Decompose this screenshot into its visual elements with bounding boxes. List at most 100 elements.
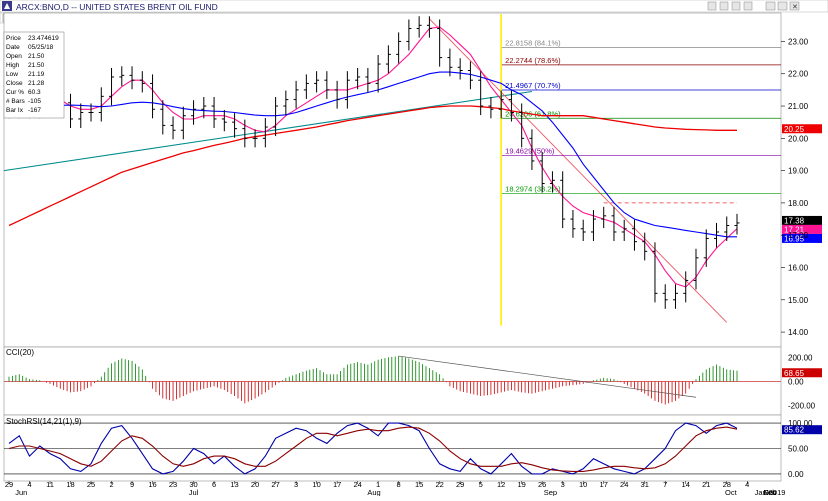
- cci-tick-label: -200.00: [788, 402, 816, 411]
- price-bar: [672, 284, 678, 309]
- price-bar: [283, 90, 289, 116]
- help-button[interactable]: [707, 1, 717, 11]
- price-bar: [170, 116, 176, 140]
- stoch-tick-label: 50.00: [788, 445, 809, 454]
- x-tick-label: 6: [212, 480, 216, 489]
- data-window-label: Bar Ix: [6, 107, 24, 114]
- price-tick-label: 21.00: [788, 102, 809, 111]
- price-bar: [601, 206, 607, 229]
- price-tick-label: 17.00: [788, 231, 809, 240]
- price-tick-label: 16.00: [788, 263, 809, 272]
- app-logo-icon: [2, 1, 12, 11]
- last-value-label: 16.95: [784, 234, 805, 243]
- month-label: Oct: [725, 488, 738, 496]
- x-tick-label: 29: [456, 480, 464, 489]
- x-tick-label: 17: [600, 480, 608, 489]
- price-bar: [375, 55, 381, 93]
- price-bar: [713, 222, 719, 248]
- pin-button[interactable]: [719, 1, 729, 11]
- price-bar: [467, 61, 473, 90]
- price-bar: [652, 242, 658, 303]
- trendline-down: [429, 18, 728, 323]
- x-tick-label: 11: [46, 480, 54, 489]
- stoch-slow-line: [8, 426, 738, 472]
- price-bar: [488, 96, 494, 119]
- last-value-label: 17.38: [784, 216, 805, 225]
- x-tick-label: 19: [518, 480, 526, 489]
- price-bar: [109, 67, 115, 106]
- price-bar: [160, 100, 166, 135]
- fib-level-label: 19.4629 (50%): [505, 147, 555, 156]
- x-tick-label: 14: [682, 480, 690, 489]
- price-bar: [180, 106, 186, 140]
- price-bar: [611, 206, 617, 242]
- data-window-value: 21.50: [28, 53, 45, 60]
- price-bar: [293, 80, 299, 109]
- x-tick-label: 4: [27, 480, 31, 489]
- price-bar: [560, 171, 566, 229]
- price-bar: [324, 71, 330, 99]
- data-window-box: [3, 31, 65, 119]
- cci-tick-label: 200.00: [788, 353, 813, 362]
- data-window-value: 05/25/18: [28, 44, 54, 51]
- data-window-label: # Bars: [6, 98, 26, 105]
- maximize-button[interactable]: [777, 1, 788, 11]
- window-controls: ✕: [707, 1, 800, 11]
- x-tick-label: 20: [251, 480, 259, 489]
- price-bar: [232, 113, 238, 138]
- x-tick-label: 2: [109, 480, 113, 489]
- month-label: Jul: [189, 488, 199, 496]
- data-window-value: 23.474619: [28, 35, 59, 42]
- price-bar: [539, 151, 545, 193]
- price-bar: [242, 119, 248, 148]
- price-tick-label: 23.00: [788, 37, 809, 46]
- price-bar: [683, 271, 689, 303]
- sync-button[interactable]: [731, 1, 741, 11]
- fib-level-label: 22.8158 (84.1%): [505, 38, 561, 47]
- data-window-value: 21.19: [28, 71, 45, 78]
- chart-title: ARCX:BNO,D -- UNITED STATES BRENT OIL FU…: [16, 2, 218, 12]
- x-tick-label: 24: [353, 480, 361, 489]
- price-bar: [590, 210, 596, 242]
- price-bar: [426, 16, 432, 38]
- x-tick-label: 31: [641, 480, 649, 489]
- close-button[interactable]: [789, 1, 800, 11]
- month-label: Nov: [763, 488, 777, 496]
- x-tick-label: 30: [189, 480, 197, 489]
- data-window-label: Date: [6, 44, 20, 51]
- price-bar: [262, 117, 268, 148]
- price-bar: [621, 219, 627, 242]
- price-panel: [3, 12, 782, 348]
- x-tick-label: 4: [745, 480, 749, 489]
- x-tick-label: 10: [312, 480, 320, 489]
- close-icon: ✕: [792, 4, 798, 11]
- price-bar: [201, 96, 207, 119]
- price-bar: [385, 45, 391, 74]
- trendline-upper: [3, 90, 533, 172]
- price-bar: [191, 100, 197, 125]
- data-window-label: Low: [6, 71, 18, 78]
- price-bar: [631, 219, 637, 251]
- last-value-label: 17.21: [784, 225, 805, 234]
- minimize-button[interactable]: [765, 1, 776, 11]
- last-value-label: 20.25: [784, 125, 805, 134]
- cci-trendline: [398, 355, 697, 398]
- price-tick-label: 22.00: [788, 70, 809, 79]
- ma-mid-line: [8, 71, 737, 238]
- stoch-tick-label: 100.00: [788, 419, 813, 428]
- data-window-value: 21.50: [28, 62, 45, 69]
- price-bar: [314, 71, 320, 93]
- data-window-value: 60.3: [28, 89, 41, 96]
- stochrsi-panel: [3, 414, 782, 482]
- price-bar: [88, 103, 94, 122]
- price-bar: [693, 248, 699, 290]
- price-bar: [734, 213, 740, 235]
- link-button[interactable]: [743, 1, 753, 11]
- last-value-flag: [782, 215, 822, 225]
- x-tick-label: 22: [435, 480, 443, 489]
- stoch-tick-label: 0.00: [788, 470, 804, 479]
- price-bar: [549, 171, 555, 193]
- price-bar: [273, 96, 279, 137]
- cci-last-flag: [782, 368, 822, 378]
